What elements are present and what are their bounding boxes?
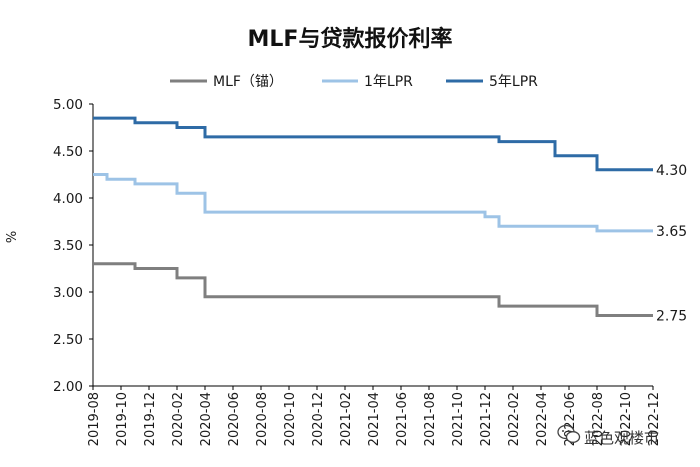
- x-tick-label: 2019-12: [143, 392, 158, 446]
- x-tick-label: 2022-08: [591, 392, 606, 446]
- x-tick-label: 2021-06: [395, 392, 410, 446]
- legend-label: 1年LPR: [364, 74, 413, 90]
- legend-label: 5年LPR: [489, 74, 538, 90]
- series-layer: [93, 116, 653, 317]
- legend: MLF（锚） 1年LPR 5年LPR: [170, 74, 538, 90]
- x-tick-label: 2022-02: [507, 392, 522, 446]
- x-tick-label: 2022-12: [647, 392, 662, 446]
- x-tick-label: 2021-08: [423, 392, 438, 446]
- x-tick-label: 2020-02: [171, 392, 186, 446]
- legend-label: MLF（锚）: [213, 74, 283, 90]
- series-line-0: [93, 262, 653, 317]
- x-tick-label: 2019-10: [115, 392, 130, 446]
- x-tick-label: 2020-12: [311, 392, 326, 446]
- x-tick-label: 2019-08: [87, 392, 102, 446]
- x-tick-label: 2022-10: [619, 392, 634, 446]
- end-labels: 2.75 3.65 4.30: [656, 163, 687, 325]
- y-tick-label: 5.00: [53, 97, 83, 113]
- y-tick-label: 2.00: [53, 379, 83, 395]
- end-value-label: 3.65: [656, 224, 687, 240]
- watermark-text: 蓝色观楼市: [584, 429, 659, 447]
- x-tick-label: 2021-10: [451, 392, 466, 446]
- end-value-label: 4.30: [656, 163, 687, 179]
- y-tick-label: 3.50: [53, 238, 83, 254]
- y-tick-label: 2.50: [53, 332, 83, 348]
- watermark: 蓝色观楼市: [557, 424, 659, 447]
- x-tick-label: 2020-04: [199, 392, 214, 446]
- x-tick-label: 2020-08: [255, 392, 270, 446]
- series-line-1: [93, 173, 653, 233]
- x-axis: 2019-08 2019-10 2019-12 2020-02 2020-04 2020-…: [87, 385, 662, 446]
- x-tick-label: 2022-04: [535, 392, 550, 446]
- y-tick-label: 4.50: [53, 144, 83, 160]
- x-tick-label: 2021-12: [479, 392, 494, 446]
- chart-title: MLF与贷款报价利率: [248, 26, 453, 52]
- y-axis-label: %: [5, 231, 20, 243]
- x-tick-label: 2020-06: [227, 392, 242, 446]
- wechat-icon: [557, 424, 581, 443]
- series-line-2: [93, 116, 653, 172]
- y-tick-label: 3.00: [53, 285, 83, 301]
- y-tick-label: 4.00: [53, 191, 83, 207]
- y-axis: 5.00 4.50 4.00 3.50 3.00 2.50 2.00: [53, 97, 94, 395]
- x-tick-label: 2021-04: [367, 392, 382, 446]
- x-tick-label: 2020-10: [283, 392, 298, 446]
- end-value-label: 2.75: [656, 309, 687, 325]
- x-tick-label: 2021-02: [339, 392, 354, 446]
